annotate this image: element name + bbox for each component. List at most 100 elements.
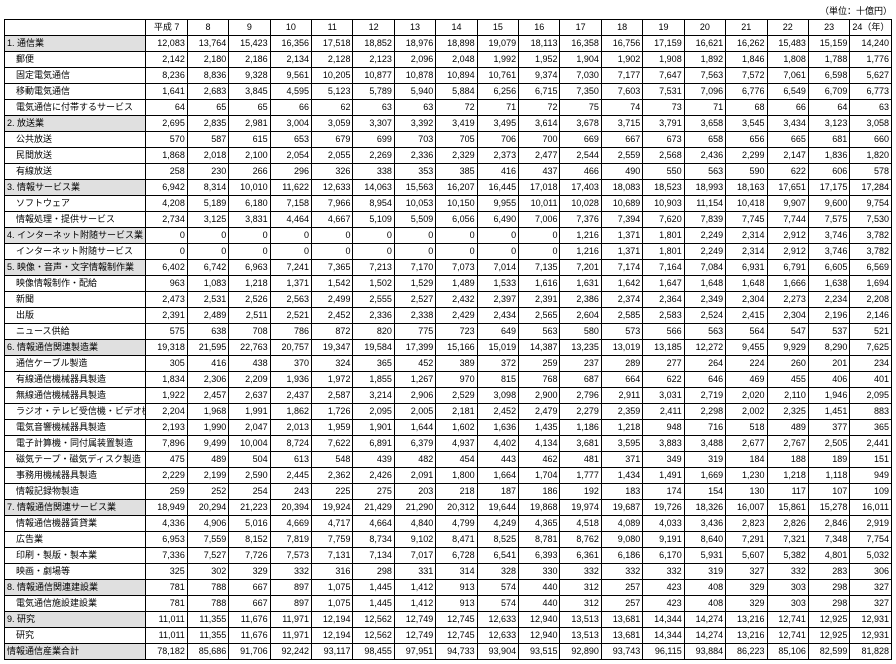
cell-value: 2,005 — [394, 404, 435, 420]
cell-value: 17,518 — [312, 36, 353, 52]
cell-value: 0 — [187, 228, 228, 244]
cell-value: 16,621 — [684, 36, 725, 52]
cell-value: 0 — [519, 244, 560, 260]
year-header: 16 — [519, 20, 560, 36]
cell-value: 3,831 — [229, 212, 270, 228]
cell-value: 7,745 — [726, 212, 767, 228]
cell-value: 7,647 — [643, 68, 684, 84]
cell-value: 4,208 — [146, 196, 187, 212]
cell-value: 2,146 — [850, 308, 892, 324]
cell-value: 1,631 — [560, 276, 601, 292]
cell-value: 7,527 — [187, 548, 228, 564]
cell-value: 2,391 — [519, 292, 560, 308]
year-header: 14 — [436, 20, 477, 36]
cell-value: 11,676 — [229, 628, 270, 644]
cell-value: 4,134 — [519, 436, 560, 452]
cell-value: 377 — [808, 420, 849, 436]
cell-value: 6,056 — [436, 212, 477, 228]
cell-value: 8,734 — [353, 532, 394, 548]
cell-value: 2,479 — [519, 404, 560, 420]
cell-value: 768 — [519, 372, 560, 388]
cell-value: 14,240 — [850, 36, 892, 52]
cell-value: 10,418 — [726, 196, 767, 212]
cell-value: 6,953 — [146, 532, 187, 548]
cell-value: 2,391 — [146, 308, 187, 324]
cell-value: 489 — [767, 420, 808, 436]
cell-value: 1,902 — [601, 52, 642, 68]
cell-value: 2,047 — [229, 420, 270, 436]
cell-value: 2,364 — [643, 292, 684, 308]
table-row: 電気通信施設建設業7817886678971,0751,4451,4129135… — [5, 596, 892, 612]
cell-value: 2,096 — [394, 52, 435, 68]
cell-value: 71 — [477, 100, 518, 116]
cell-value: 72 — [519, 100, 560, 116]
cell-value: 2,835 — [187, 116, 228, 132]
cell-value: 15,563 — [394, 180, 435, 196]
cell-value: 66 — [767, 100, 808, 116]
cell-value: 6,170 — [643, 548, 684, 564]
cell-value: 13,216 — [726, 612, 767, 628]
cell-value: 716 — [684, 420, 725, 436]
table-row: 電気音響機械器具製造2,1931,9902,0472,0131,9591,901… — [5, 420, 892, 436]
cell-value: 14,063 — [353, 180, 394, 196]
cell-value: 6,773 — [850, 84, 892, 100]
cell-value: 12,194 — [312, 612, 353, 628]
cell-value: 7,096 — [684, 84, 725, 100]
row-label: 出版 — [5, 308, 146, 324]
cell-value: 5,789 — [353, 84, 394, 100]
data-table: 平成 789101112131415161718192021222324（年） … — [4, 19, 892, 660]
cell-value: 257 — [601, 596, 642, 612]
cell-value: 2,565 — [519, 308, 560, 324]
cell-value: 6,549 — [767, 84, 808, 100]
cell-value: 587 — [187, 132, 228, 148]
cell-value: 649 — [477, 324, 518, 340]
cell-value: 2,981 — [229, 116, 270, 132]
cell-value: 8,236 — [146, 68, 187, 84]
cell-value: 8,471 — [436, 532, 477, 548]
cell-value: 302 — [187, 564, 228, 580]
table-row: ラジオ・テレビ受信機・ビデオ機器製造2,2041,9681,9911,8621,… — [5, 404, 892, 420]
cell-value: 482 — [394, 452, 435, 468]
cell-value: 8,314 — [187, 180, 228, 196]
cell-value: 324 — [312, 356, 353, 372]
cell-value: 188 — [767, 452, 808, 468]
cell-value: 1,083 — [187, 276, 228, 292]
row-label: 電気通信施設建設業 — [5, 596, 146, 612]
cell-value: 7,336 — [146, 548, 187, 564]
cell-value: 1,892 — [684, 52, 725, 68]
cell-value: 0 — [312, 244, 353, 260]
row-label: 移動電気通信 — [5, 84, 146, 100]
cell-value: 2,452 — [312, 308, 353, 324]
cell-value: 9,754 — [850, 196, 892, 212]
cell-value: 9,374 — [519, 68, 560, 84]
cell-value: 3,488 — [684, 436, 725, 452]
cell-value: 7,603 — [601, 84, 642, 100]
cell-value: 298 — [808, 596, 849, 612]
cell-value: 12,194 — [312, 628, 353, 644]
cell-value: 81,828 — [850, 644, 892, 660]
cell-value: 2,695 — [146, 116, 187, 132]
cell-value: 224 — [726, 356, 767, 372]
cell-value: 408 — [684, 580, 725, 596]
year-header: 20 — [684, 20, 725, 36]
row-label: 有線通信機械器具製造 — [5, 372, 146, 388]
cell-value: 9,455 — [726, 340, 767, 356]
cell-value: 94,733 — [436, 644, 477, 660]
cell-value: 1,855 — [353, 372, 394, 388]
cell-value: 1,801 — [643, 228, 684, 244]
cell-value: 815 — [477, 372, 518, 388]
year-header: 11 — [312, 20, 353, 36]
cell-value: 638 — [187, 324, 228, 340]
cell-value: 913 — [436, 596, 477, 612]
cell-value: 481 — [560, 452, 601, 468]
cell-value: 5,884 — [436, 84, 477, 100]
cell-value: 2,054 — [270, 148, 311, 164]
cell-value: 11,676 — [229, 612, 270, 628]
cell-value: 2,110 — [767, 388, 808, 404]
cell-value: 518 — [726, 420, 767, 436]
cell-value: 5,032 — [850, 548, 892, 564]
cell-value: 2,181 — [436, 404, 477, 420]
cell-value: 0 — [353, 244, 394, 260]
cell-value: 622 — [767, 164, 808, 180]
cell-value: 3,746 — [808, 244, 849, 260]
